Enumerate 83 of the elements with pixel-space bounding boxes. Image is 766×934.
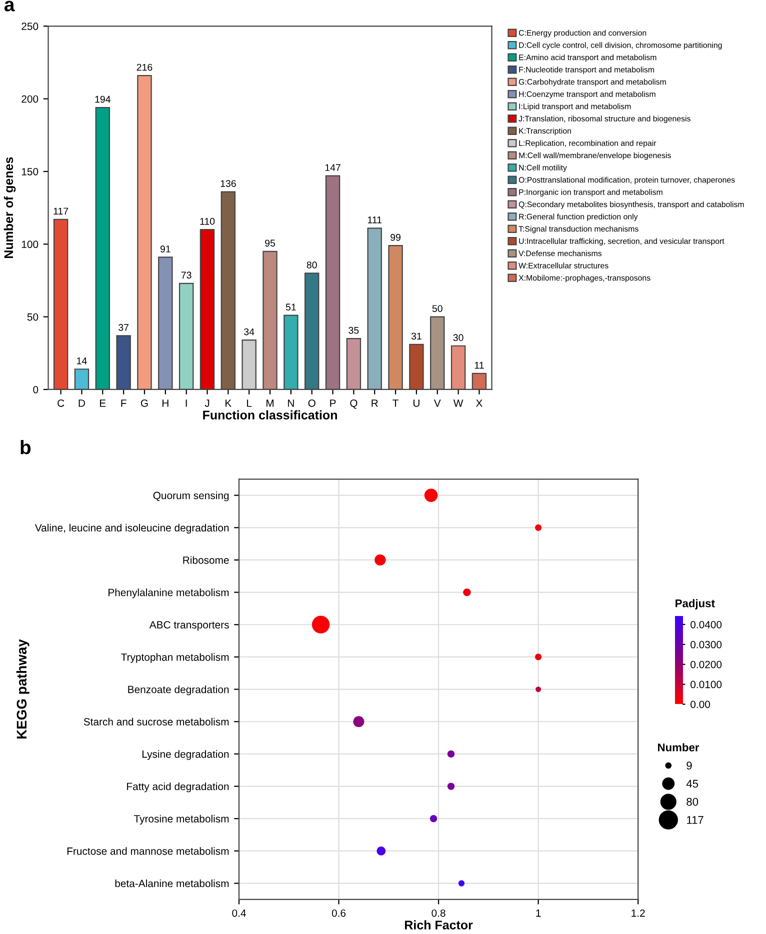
y-axis-title: Number of genes [4,157,16,258]
y-tick-label: 50 [27,313,38,321]
x-tick-label: J [204,400,210,407]
y-tick-label: ABC transporters [149,621,229,631]
y-tick-label: Fatty acid degradation [127,782,229,792]
y-tick-label: Valine, leucine and isoleucine degradation [34,524,229,534]
x-tick-label: V [434,400,441,407]
y-tick-label: Quorum sensing [153,492,229,502]
x-tick-label: C [58,399,64,407]
y-tick-label: Benzoate degradation [128,686,229,696]
data-label: 91 [160,246,170,252]
x-tick-label: R [372,400,378,407]
x-tick-label: N [288,400,294,407]
y-tick-label: 0 [33,386,38,394]
x-tick-label: 0.8 [432,909,446,917]
text: b [20,440,31,454]
y-tick-label: beta-Alanine metabolism [115,880,229,888]
x-tick-label: O [308,399,316,407]
color-bar-label: 0.0400 [690,620,722,628]
y-tick-label: 250 [22,22,38,30]
x-tick-label: E [100,400,106,407]
x-axis-title: Function classification [203,410,337,420]
x-tick-label: M [266,400,274,407]
legend-label: 9 [686,762,692,770]
y-tick-label: 100 [22,240,38,248]
legend-label: 45 [686,780,698,788]
data-label: 99 [390,234,400,241]
data-label: 50 [432,305,442,312]
x-tick-label: 0.6 [332,909,346,917]
y-axis-title: KEGG pathway [16,639,30,739]
data-label: 73 [181,272,192,279]
legend-label: 80 [686,798,698,806]
data-label: 14 [77,358,87,364]
y-tick-label: 150 [22,168,38,176]
x-axis-title: Rich Factor [404,920,473,930]
data-label: 147 [325,164,340,171]
y-tick-label: Phenylalanine metabolism [108,588,229,598]
color-bar-title: Padjust [676,599,715,610]
data-label: 216 [136,64,152,71]
x-tick-label: W [453,400,464,407]
x-tick-label: D [78,400,85,407]
x-tick-label: X [476,400,482,407]
x-tick-label: P [330,400,336,407]
x-tick-label: F [121,400,126,407]
x-tick-label: Q [350,399,358,409]
y-tick-label: Starch and sucrose metabolism [84,718,229,726]
legend-label: 117 [687,816,704,824]
data-label: 51 [286,304,296,311]
y-tick-label: 200 [22,95,38,103]
data-label: 194 [95,96,110,103]
x-tick-label: 1 [536,910,541,917]
data-label: 35 [348,326,359,334]
x-tick-label: I [186,400,187,407]
color-bar-label: 0.00 [690,700,710,708]
x-tick-label: T [392,400,398,407]
x-tick-label: U [414,400,420,407]
y-tick-label: Lysine degradation [142,750,229,760]
chart-title: a [4,0,15,12]
color-bar-label: 0.0100 [690,680,722,688]
data-label: 34 [244,328,254,336]
data-label: 11 [474,362,484,369]
y-tick-label: Ribosome [183,556,229,564]
x-tick-label: G [140,399,148,407]
y-tick-label: Tyrosine metabolism [134,814,229,825]
data-label: 111 [368,216,382,224]
x-tick-label: L [247,400,252,407]
color-bar-label: 0.0200 [690,660,722,668]
data-label: 117 [54,208,68,215]
data-label: 136 [220,180,236,187]
data-label: 37 [118,324,128,331]
data-label: 110 [200,218,215,225]
x-tick-label: 0.4 [232,909,246,917]
x-tick-label: K [226,400,232,407]
data-label: 95 [265,240,276,247]
x-tick-label: 1.2 [632,909,645,917]
x-tick-label: H [162,400,168,407]
data-label: 31 [411,332,422,340]
y-tick-label: Fructose and mannose metabolism [67,847,229,855]
legend-title: Number [658,743,700,752]
y-tick-label: Tryptophan metabolism [121,653,229,663]
data-label: 80 [306,262,317,268]
data-label: 30 [453,334,464,342]
color-bar-label: 0.0300 [690,640,722,648]
